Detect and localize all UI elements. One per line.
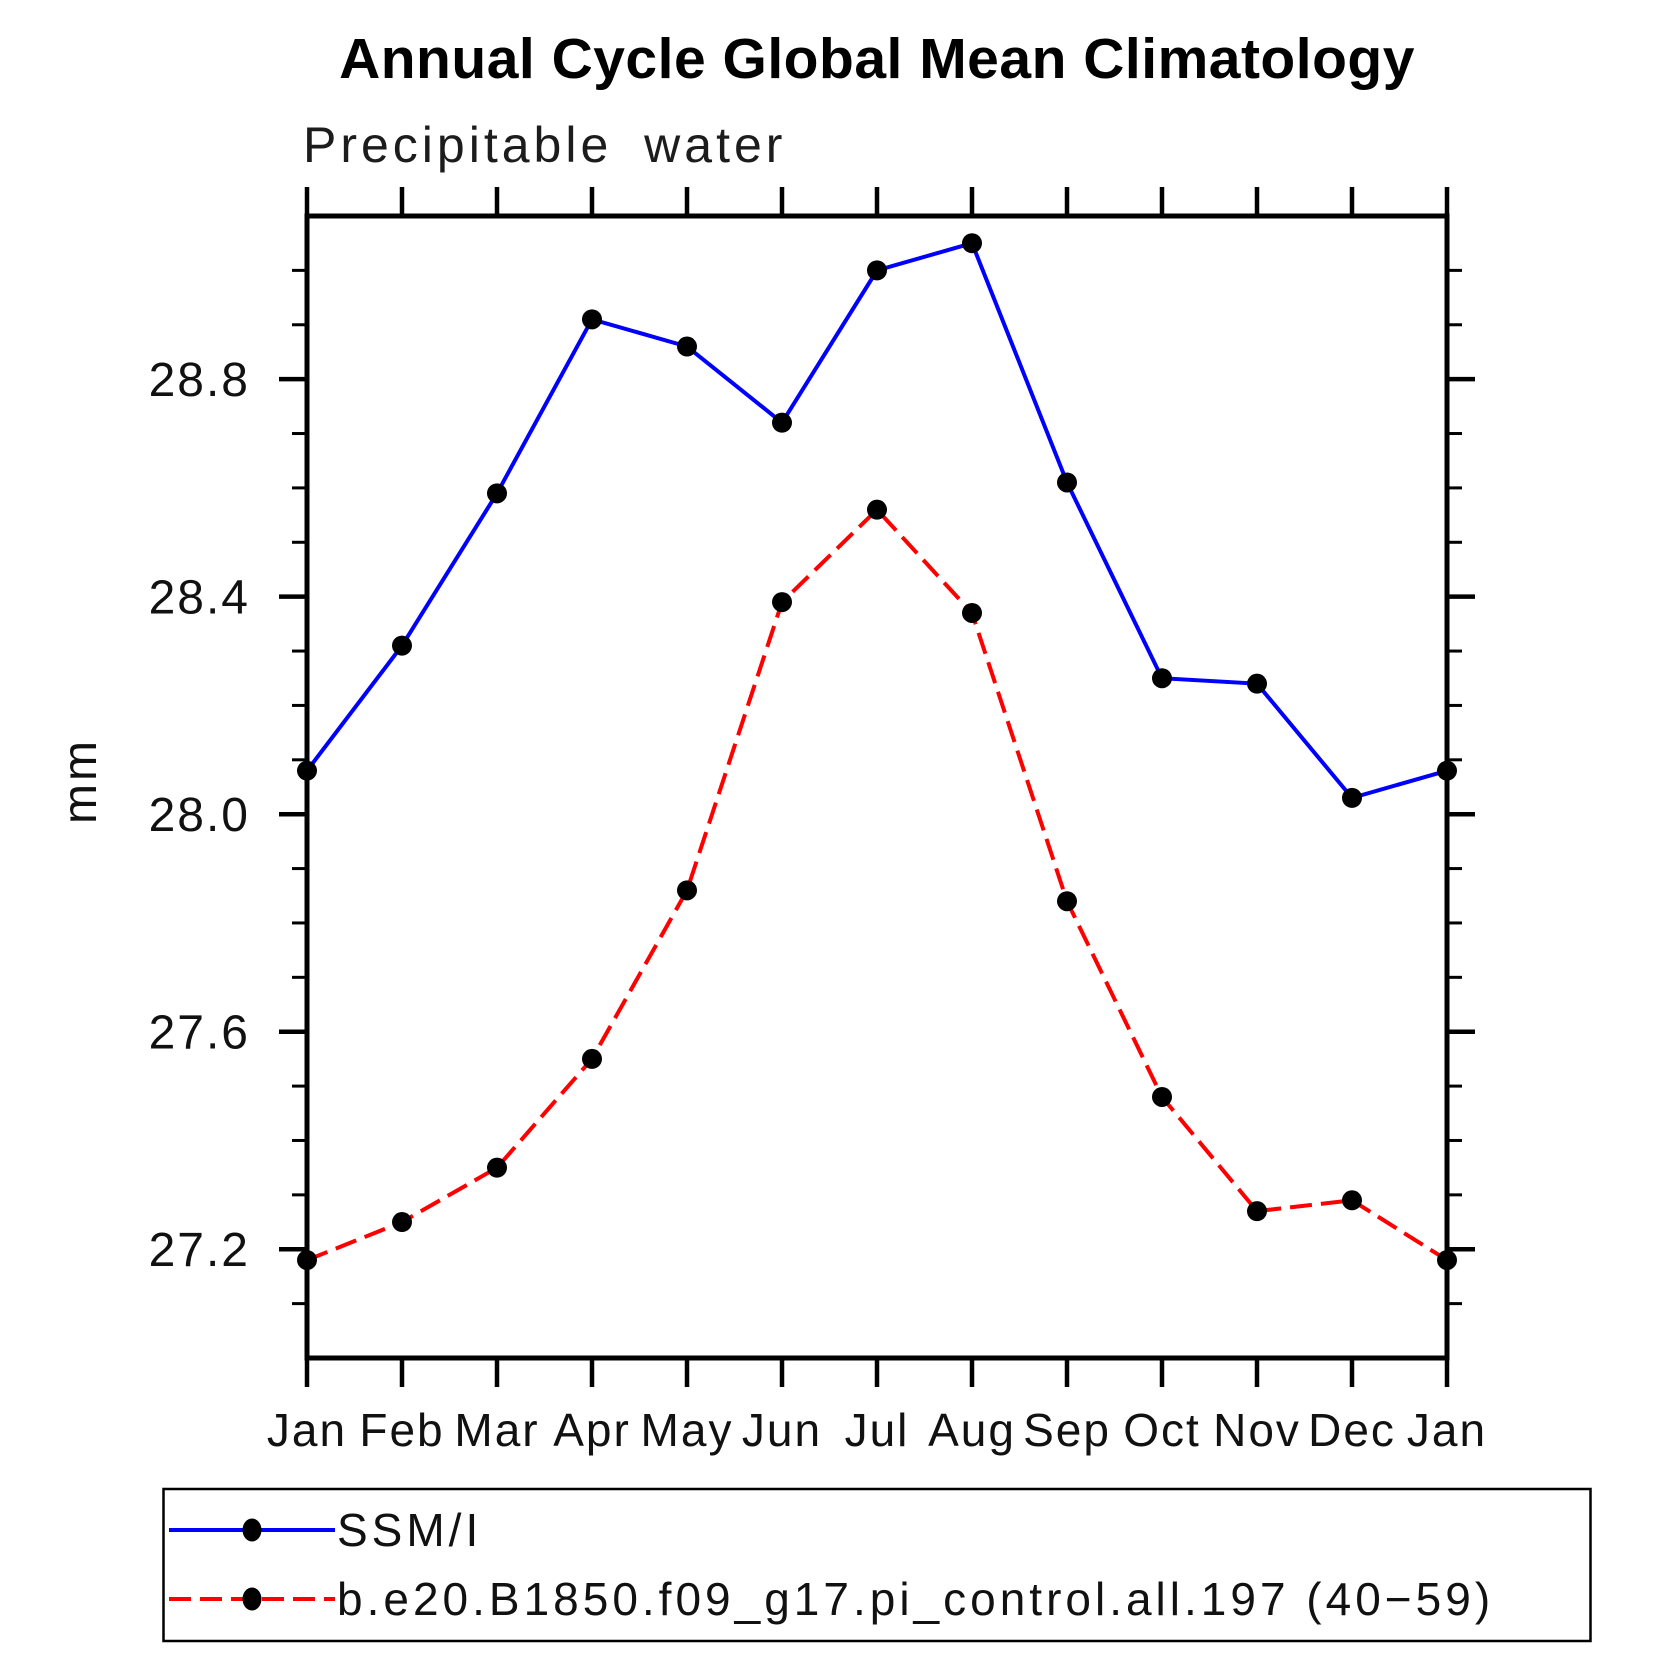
ssmi-data-point-marker: [487, 483, 507, 504]
model-data-point-marker: [1247, 1201, 1267, 1222]
legend-model-label: b.e20.B1850.f09_g17.pi_control.all.197 (…: [337, 1573, 1494, 1625]
model-data-point-marker: [1057, 891, 1077, 912]
x-axis-tick-label: Aug: [928, 1404, 1016, 1456]
x-axis-tick-label: Feb: [359, 1404, 444, 1456]
x-axis-tick-label: Dec: [1308, 1404, 1396, 1456]
ssmi-data-point-marker: [1057, 472, 1077, 493]
legend-box: [162, 1487, 1592, 1643]
x-axis-tick-label: Jun: [742, 1404, 822, 1456]
model-data-point-marker: [867, 499, 887, 520]
model-data-point-marker: [677, 880, 697, 901]
ssmi-series-line: [305, 240, 1448, 801]
model-data-point-marker: [392, 1212, 412, 1233]
x-axis-tick-label: Oct: [1123, 1404, 1201, 1456]
x-axis-tick-label: Sep: [1023, 1404, 1111, 1456]
model-series-line: [306, 506, 1449, 1262]
ssmi-data-point-marker: [297, 760, 317, 781]
chart-title: Annual Cycle Global Mean Climatology: [339, 27, 1415, 91]
model-data-point-marker: [1152, 1086, 1172, 1107]
ssmi-data-point-marker: [582, 309, 602, 330]
model-data-point-marker: [962, 602, 982, 623]
x-axis-tick-label: Jul: [845, 1404, 910, 1456]
y-axis-tick-label: 28.0: [149, 789, 250, 842]
legend-ssmi-label: SSM/I: [337, 1504, 482, 1556]
ssmi-data-point-marker: [392, 635, 412, 656]
ssmi-data-point-marker: [867, 260, 887, 281]
ssmi-data-point-marker: [1152, 668, 1172, 689]
plot-frame: [304, 213, 1450, 1361]
y-axis-title: mm: [54, 738, 107, 824]
x-axis-tick-label: Jan: [1407, 1404, 1487, 1456]
ssmi-data-point-marker: [962, 233, 982, 254]
y-axis-tick-label: 27.6: [149, 1007, 250, 1060]
x-axis-tick-label: May: [641, 1404, 734, 1456]
ssmi-data-point-marker: [1342, 787, 1362, 808]
x-axis-tick-label: Apr: [553, 1404, 631, 1456]
y-axis-tick-label: 28.4: [149, 572, 250, 625]
ssmi-data-point-marker: [1247, 673, 1267, 694]
ssmi-data-point-marker: [772, 412, 792, 433]
y-axis-tick-label: 27.2: [149, 1224, 250, 1277]
ssmi-data-point-marker: [677, 336, 697, 357]
model-data-point-marker: [1437, 1250, 1457, 1271]
model-data-point-marker: [772, 592, 792, 613]
x-axis-tick-label: Nov: [1213, 1404, 1301, 1456]
y-axis-tick-label: 28.8: [149, 354, 250, 407]
model-data-point-marker: [297, 1250, 317, 1271]
model-data-point-marker: [582, 1048, 602, 1069]
x-axis-tick-label: Jan: [267, 1404, 347, 1456]
legend-model-marker: [242, 1587, 262, 1611]
model-data-point-marker: [1342, 1190, 1362, 1211]
ssmi-data-point-marker: [1437, 760, 1457, 781]
chart-subtitle: Precipitable water: [303, 117, 787, 173]
model-data-point-marker: [487, 1157, 507, 1178]
legend-ssmi-marker: [242, 1518, 262, 1542]
x-axis-tick-label: Mar: [454, 1404, 539, 1456]
